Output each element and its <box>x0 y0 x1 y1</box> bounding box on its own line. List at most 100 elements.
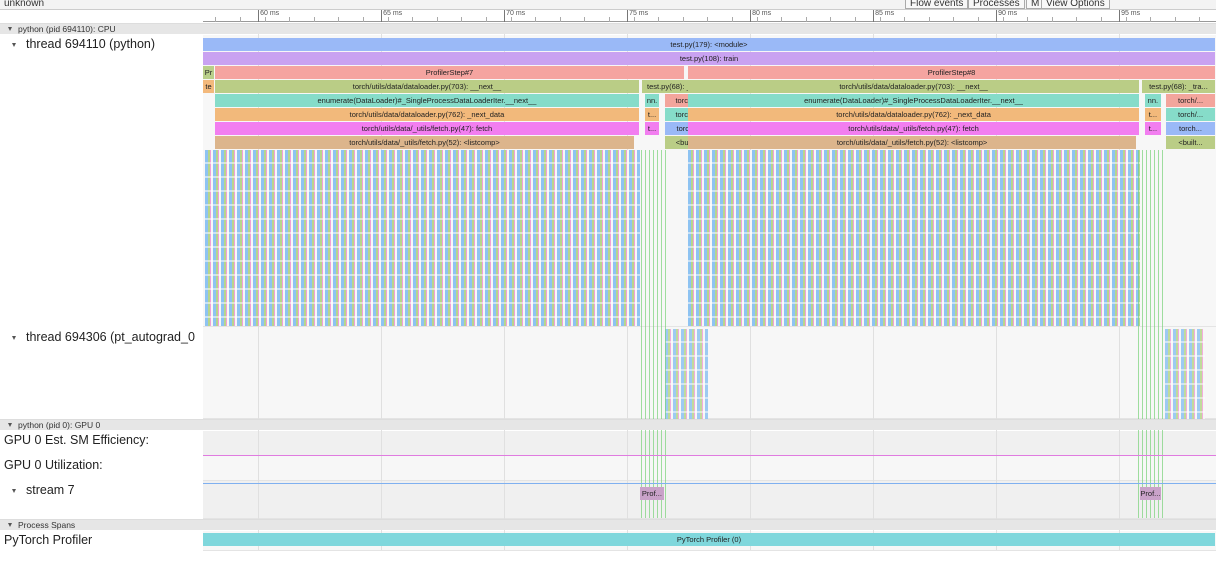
slice[interactable]: torch/... <box>1166 94 1215 107</box>
slice[interactable]: ProfilerStep#7 <box>215 66 684 79</box>
minor-tick <box>953 17 955 22</box>
slice[interactable]: torch/utils/data/_utils/fetch.py(47): fe… <box>688 122 1139 135</box>
collapse-icon <box>12 336 16 340</box>
tick-label: 85 ms <box>875 10 895 17</box>
minor-tick <box>854 17 856 22</box>
tick-label: 80 ms <box>752 10 772 17</box>
flow-lines <box>641 150 666 518</box>
minor-tick <box>1174 17 1176 22</box>
minor-tick <box>731 17 733 22</box>
slice[interactable]: torch/utils/data/_utils/fetch.py(52): <l… <box>215 136 634 149</box>
slice[interactable]: Prof... <box>639 487 664 500</box>
minor-tick <box>1100 17 1102 22</box>
collapse-icon <box>8 523 12 527</box>
minor-tick <box>289 17 291 22</box>
flow-lines <box>1138 150 1163 518</box>
track-background <box>203 456 1216 481</box>
minor-tick <box>756 17 758 22</box>
slice[interactable]: test.py(108): train <box>203 52 1215 65</box>
minor-tick <box>264 17 266 22</box>
utilization-line <box>203 483 1216 484</box>
minor-tick <box>461 17 463 22</box>
slice[interactable]: torch/utils/data/dataloader.py(703): __n… <box>215 80 639 93</box>
slice[interactable]: Pr <box>203 66 215 79</box>
minor-tick <box>436 17 438 22</box>
slice[interactable]: ProfilerStep#8 <box>688 66 1215 79</box>
slice[interactable]: nn. <box>645 94 660 107</box>
slice[interactable]: test.py(179): <module> <box>203 38 1215 51</box>
minor-tick <box>559 17 561 22</box>
slice[interactable]: enumerate(DataLoader)#_SingleProcessData… <box>215 94 639 107</box>
minor-tick <box>338 17 340 22</box>
slice[interactable]: torch/utils/data/_utils/fetch.py(52): <l… <box>688 136 1137 149</box>
tick-label: 95 ms <box>1121 10 1141 17</box>
slice[interactable]: test.py(68): _tra... <box>1141 80 1215 93</box>
slice[interactable]: enumerate(DataLoader)#_SingleProcessData… <box>688 94 1139 107</box>
slice[interactable]: torch... <box>1166 122 1215 135</box>
slice[interactable]: t... <box>1144 122 1161 135</box>
autograd-stripes <box>1165 329 1205 419</box>
minor-tick <box>830 17 832 22</box>
toolbar-button[interactable]: Processes <box>968 0 1025 9</box>
minor-tick <box>781 17 783 22</box>
track-label: GPU 0 Utilization: <box>4 458 103 472</box>
collapse-icon <box>8 27 12 31</box>
minor-tick <box>928 17 930 22</box>
toolbar-button[interactable]: View Options <box>1041 0 1110 9</box>
track-background <box>203 327 1216 419</box>
minor-tick <box>535 17 537 22</box>
tick-label: 70 ms <box>506 10 526 17</box>
slice[interactable]: torch/utils/data/dataloader.py(762): _ne… <box>688 108 1139 121</box>
minor-tick <box>658 17 660 22</box>
slice[interactable]: Prof... <box>1139 487 1161 500</box>
minor-tick <box>707 17 709 22</box>
toolbar-button[interactable]: Flow events <box>905 0 969 9</box>
toolbar <box>0 0 1216 10</box>
tick-mark <box>750 10 752 22</box>
sample-stripes <box>688 150 1140 326</box>
track-label: thread 694110 (python) <box>26 37 156 51</box>
minor-tick <box>682 17 684 22</box>
minor-tick <box>608 17 610 22</box>
sm-efficiency-line <box>203 455 1216 456</box>
minor-tick <box>362 17 364 22</box>
slice[interactable]: nn. <box>1144 94 1161 107</box>
collapse-icon <box>12 43 16 47</box>
tick-label: 65 ms <box>383 10 403 17</box>
minor-tick <box>387 17 389 22</box>
minor-tick <box>313 17 315 22</box>
tick-label: 75 ms <box>629 10 649 17</box>
minor-tick <box>584 17 586 22</box>
slice[interactable]: torch/utils/data/dataloader.py(762): _ne… <box>215 108 639 121</box>
minor-tick <box>510 17 512 22</box>
slice[interactable]: te <box>203 80 215 93</box>
tick-mark <box>996 10 998 22</box>
minor-tick <box>485 17 487 22</box>
slice[interactable]: <built... <box>1166 136 1215 149</box>
minor-tick <box>1076 17 1078 22</box>
slice[interactable]: torch/... <box>1166 108 1215 121</box>
slice[interactable]: torch/utils/data/_utils/fetch.py(47): fe… <box>215 122 639 135</box>
process-header[interactable]: python (pid 0): GPU 0 <box>0 419 1216 430</box>
slice[interactable]: t... <box>1144 108 1161 121</box>
minor-tick <box>239 17 241 22</box>
track-background <box>203 431 1216 456</box>
minor-tick <box>1125 17 1127 22</box>
trace-title: unknown <box>4 0 45 9</box>
slice[interactable]: PyTorch Profiler (0) <box>203 533 1215 546</box>
tick-mark <box>381 10 383 22</box>
slice[interactable]: t... <box>645 122 660 135</box>
slice[interactable]: t... <box>645 108 660 121</box>
slice[interactable]: torch/utils/data/dataloader.py(703): __n… <box>688 80 1139 93</box>
collapse-icon <box>12 489 16 493</box>
minor-tick <box>412 17 414 22</box>
tick-mark <box>627 10 629 22</box>
tick-mark <box>504 10 506 22</box>
process-header[interactable]: python (pid 694110): CPU <box>0 23 1216 34</box>
minor-tick <box>1051 17 1053 22</box>
minor-tick <box>1002 17 1004 22</box>
track-label: PyTorch Profiler <box>4 533 93 547</box>
process-header[interactable]: Process Spans <box>0 519 1216 530</box>
tick-label: 60 ms <box>260 10 280 17</box>
